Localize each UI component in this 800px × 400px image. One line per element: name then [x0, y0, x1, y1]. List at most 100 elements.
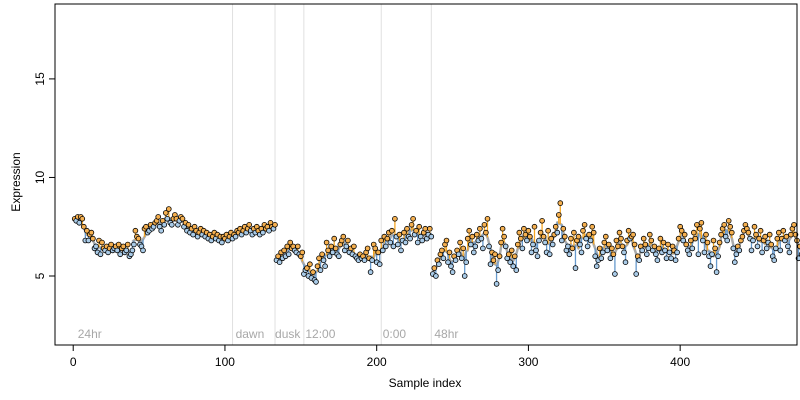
data-point-3-29	[473, 231, 480, 238]
data-point-3-62	[524, 237, 530, 244]
data-point-2-30	[319, 251, 325, 258]
data-point-0-14	[93, 243, 99, 250]
data-point-1-23	[164, 216, 171, 222]
data-point-3-4	[436, 261, 442, 268]
data-point-2-72	[382, 243, 389, 250]
data-point-3-6	[439, 247, 445, 254]
data-point-3-104	[587, 237, 594, 244]
data-point-3-155	[665, 241, 671, 248]
x-tick-label-4: 400	[670, 355, 690, 369]
data-point-3-79	[549, 241, 556, 248]
annotation-label-0: 24hr	[78, 327, 102, 341]
data-point-3-194	[724, 237, 730, 244]
data-point-3-123	[616, 229, 623, 236]
data-point-3-219	[762, 233, 768, 240]
data-point-0-35	[125, 241, 131, 248]
data-point-0-3	[76, 220, 83, 226]
data-point-3-97	[577, 241, 583, 248]
data-point-2-47	[345, 237, 351, 244]
data-point-3-111	[598, 255, 605, 262]
data-point-3-38	[487, 261, 494, 268]
data-point-3-184	[709, 251, 715, 258]
data-point-1-94	[272, 222, 278, 228]
data-point-3-83	[555, 212, 562, 218]
data-point-1-40	[190, 231, 196, 238]
data-point-2-22	[307, 261, 313, 268]
y-tick-label-1: 10	[33, 170, 47, 184]
data-point-3-120	[612, 271, 618, 277]
data-point-3-227	[774, 235, 781, 242]
data-point-3-105	[589, 223, 595, 230]
data-point-2-63	[369, 257, 375, 264]
data-point-3-134	[633, 271, 639, 277]
data-point-3-28	[472, 243, 479, 250]
data-point-3-144	[648, 237, 655, 244]
data-point-2-44	[340, 233, 347, 240]
data-point-3-99	[580, 227, 586, 234]
data-point-3-61	[522, 231, 529, 238]
data-point-3-25	[467, 241, 474, 248]
data-point-3-211	[750, 237, 756, 244]
data-point-2-38	[331, 235, 338, 242]
data-point-3-13	[449, 269, 456, 275]
data-point-3-202	[736, 247, 743, 254]
data-point-2-46	[343, 243, 350, 250]
data-point-3-54	[511, 253, 518, 260]
data-point-2-33	[323, 239, 330, 246]
data-point-3-217	[759, 249, 765, 256]
data-point-2-31	[320, 257, 327, 264]
data-point-3-85	[558, 237, 565, 244]
data-point-3-164	[678, 227, 685, 234]
data-point-3-129	[625, 227, 632, 234]
data-point-2-27	[314, 263, 321, 270]
data-point-3-183	[707, 263, 714, 270]
data-point-3-173	[692, 235, 699, 242]
data-point-3-192	[721, 222, 727, 228]
data-point-3-44	[496, 253, 503, 260]
data-point-3-179	[701, 249, 708, 256]
data-point-3-148	[654, 257, 661, 264]
data-point-2-17	[299, 249, 306, 256]
data-point-3-34	[481, 222, 488, 228]
point-segments	[75, 203, 800, 284]
data-point-3-174	[694, 222, 700, 228]
data-point-2-85	[402, 239, 409, 246]
data-point-1-37	[185, 222, 192, 228]
data-point-3-185	[710, 237, 717, 244]
data-point-3-56	[514, 241, 521, 248]
data-point-1-21	[161, 222, 168, 228]
data-point-3-77	[546, 251, 553, 258]
data-point-3-126	[621, 249, 627, 256]
data-point-3-50	[505, 251, 512, 258]
x-tick-label-2: 200	[367, 355, 387, 369]
data-point-3-153	[662, 247, 668, 254]
data-point-3-147	[653, 251, 659, 258]
data-point-3-156	[666, 249, 673, 256]
data-point-3-20	[460, 245, 467, 252]
data-point-3-114	[602, 233, 609, 240]
data-point-0-30	[117, 251, 123, 258]
data-point-2-5	[281, 247, 287, 254]
data-point-2-70	[379, 247, 386, 254]
data-point-3-94	[572, 265, 579, 271]
data-point-3-103	[586, 231, 592, 238]
data-point-3-118	[609, 245, 615, 252]
data-point-1-22	[163, 210, 169, 216]
data-point-3-84	[557, 200, 564, 206]
data-point-3-178	[700, 237, 706, 244]
y-tick-label-2: 15	[33, 72, 47, 86]
data-point-2-88	[407, 235, 413, 242]
data-point-2-39	[332, 245, 339, 252]
data-point-0-34	[123, 247, 130, 254]
data-point-3-24	[466, 227, 473, 234]
data-point-3-172	[690, 229, 697, 236]
data-point-3-196	[727, 223, 733, 230]
data-point-1-90	[266, 227, 272, 234]
data-point-3-180	[703, 231, 709, 238]
data-point-3-216	[757, 227, 764, 234]
data-point-3-197	[728, 229, 735, 236]
data-point-3-40	[490, 257, 497, 264]
data-point-3-175	[695, 251, 702, 258]
annotations: 24hr dawn dusk 12:00 0:00 48hr	[78, 327, 459, 341]
